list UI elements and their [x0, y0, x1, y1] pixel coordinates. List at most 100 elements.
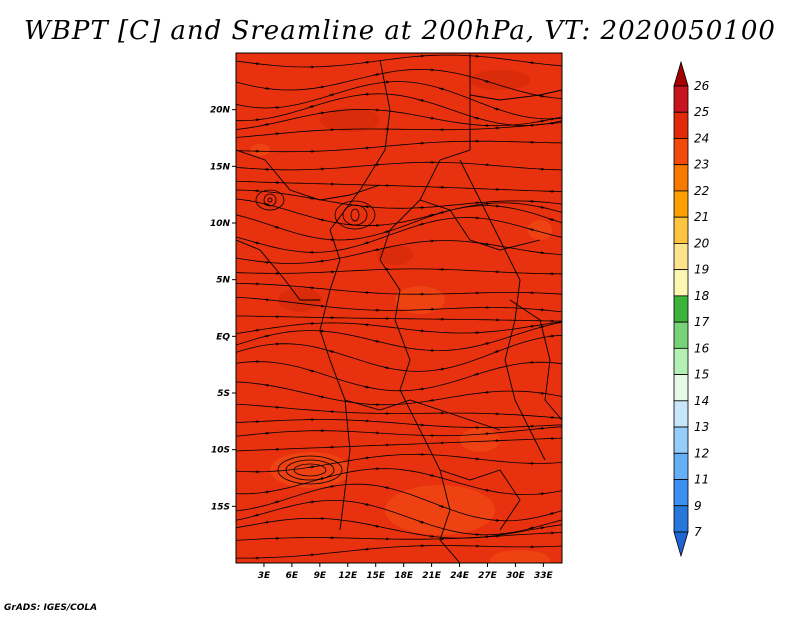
country-border — [236, 149, 381, 201]
streamline — [236, 161, 562, 171]
streamline — [236, 217, 562, 253]
latitude-axis: 20N 15N 10N 5N EQ 5S 10S 15S — [210, 106, 236, 512]
streamline-arrow — [253, 241, 260, 245]
country-border — [439, 469, 461, 563]
colorbar-segment — [673, 321, 689, 349]
lon-tick-label: 3E — [258, 571, 271, 581]
streamline-gyre — [267, 197, 273, 203]
streamline-arrow — [328, 93, 335, 97]
field-patch — [490, 550, 550, 563]
streamline-arrow — [473, 116, 480, 120]
streamline-gyre — [285, 459, 335, 481]
streamline-arrow — [493, 107, 500, 111]
streamline — [236, 54, 562, 68]
lon-tick-label: 9E — [314, 571, 327, 581]
colorbar-label: 14 — [694, 394, 709, 408]
country-border — [344, 399, 501, 431]
streamline-arrow — [328, 349, 335, 354]
colorbar-segment — [673, 347, 689, 375]
streamline — [236, 517, 562, 539]
country-border — [329, 59, 391, 231]
streamline-gyre — [293, 463, 327, 477]
lon-tick-label: 21E — [422, 571, 442, 581]
colorbar-label: 9 — [694, 499, 702, 513]
streamline — [236, 500, 562, 536]
lat-tick-label: 5N — [216, 276, 230, 286]
field-patch — [528, 220, 552, 240]
lat-tick-label: 10N — [210, 219, 231, 229]
streamline — [236, 545, 562, 559]
streamline-arrow — [548, 218, 555, 222]
colorbar-label: 25 — [694, 105, 709, 119]
country-border — [379, 53, 471, 261]
streamline-gyre — [277, 455, 343, 485]
streamline — [236, 483, 562, 522]
streamline — [236, 122, 562, 138]
streamline-arrow — [528, 228, 535, 232]
streamline — [236, 81, 562, 120]
streamline-arrow — [483, 341, 490, 346]
lon-tick-label: 15E — [366, 571, 386, 581]
field-patch — [320, 108, 380, 132]
country-borders — [236, 53, 562, 563]
country-border — [379, 259, 521, 531]
streamline-arrow — [363, 502, 370, 507]
colorbar-segment — [673, 374, 689, 402]
field-patch — [250, 144, 270, 156]
streamline-arrow — [428, 213, 435, 217]
longitude-axis: 3E 6E 9E 12E 15E 18E 21E 24E 27E 30E 33E — [258, 563, 554, 581]
streamline-gyre — [350, 208, 360, 222]
colorbar-label: 12 — [694, 446, 709, 460]
colorbar-label: 20 — [694, 236, 710, 250]
field-patch — [470, 70, 530, 90]
streamline — [236, 109, 562, 130]
streamline-arrow — [383, 366, 390, 370]
streamline-gyre — [342, 204, 368, 226]
streamline-arrow — [493, 350, 500, 354]
chart-title: WBPT [C] and Sreamline at 200hPa, VT: 20… — [24, 16, 776, 46]
lon-tick-label: 6E — [286, 571, 299, 581]
streamline — [236, 334, 562, 372]
colorbar-label: 24 — [694, 131, 709, 145]
streamline-arrow — [418, 222, 425, 226]
lon-tick-label: 30E — [506, 571, 526, 581]
field-patch — [460, 428, 500, 452]
streamline — [236, 205, 562, 241]
streamline-gyre — [263, 193, 277, 207]
streamline-arrow — [308, 369, 315, 373]
country-border — [319, 229, 351, 531]
lat-tick-label: 15S — [211, 502, 230, 512]
colorbar-segment — [673, 85, 689, 113]
colorbar-segment — [673, 269, 689, 297]
lat-tick-label: EQ — [216, 332, 230, 342]
colorbar-segment — [673, 400, 689, 428]
colorbar-label: 22 — [694, 184, 709, 198]
colorbar-label: 11 — [694, 473, 709, 487]
colorbar-segment — [673, 295, 689, 323]
streamline — [236, 198, 562, 227]
streamline-gyre — [334, 200, 376, 230]
streamline — [236, 361, 562, 392]
streamline — [236, 296, 562, 313]
streamline-arrow — [383, 230, 390, 234]
streamline-arrow — [528, 526, 535, 530]
colorbar-segment — [673, 111, 689, 139]
streamline-arrow — [418, 520, 425, 524]
country-border — [419, 199, 541, 251]
colorbar-label: 16 — [694, 341, 710, 355]
streamline — [236, 283, 562, 295]
streamline-arrow — [483, 79, 490, 83]
streamline — [236, 180, 562, 193]
country-border — [509, 299, 562, 421]
streamline — [236, 419, 562, 428]
colorbar-segment — [673, 190, 689, 218]
colorbar-label: 21 — [694, 210, 709, 224]
lon-tick-label: 12E — [338, 571, 358, 581]
streamline-arrow — [373, 72, 380, 77]
streamline — [236, 321, 562, 352]
grads-credit: GrADS: IGES/COLA — [4, 603, 98, 613]
lat-tick-label: 5S — [217, 389, 230, 399]
colorbar-segment — [673, 505, 689, 533]
streamline-arrow — [308, 104, 315, 109]
